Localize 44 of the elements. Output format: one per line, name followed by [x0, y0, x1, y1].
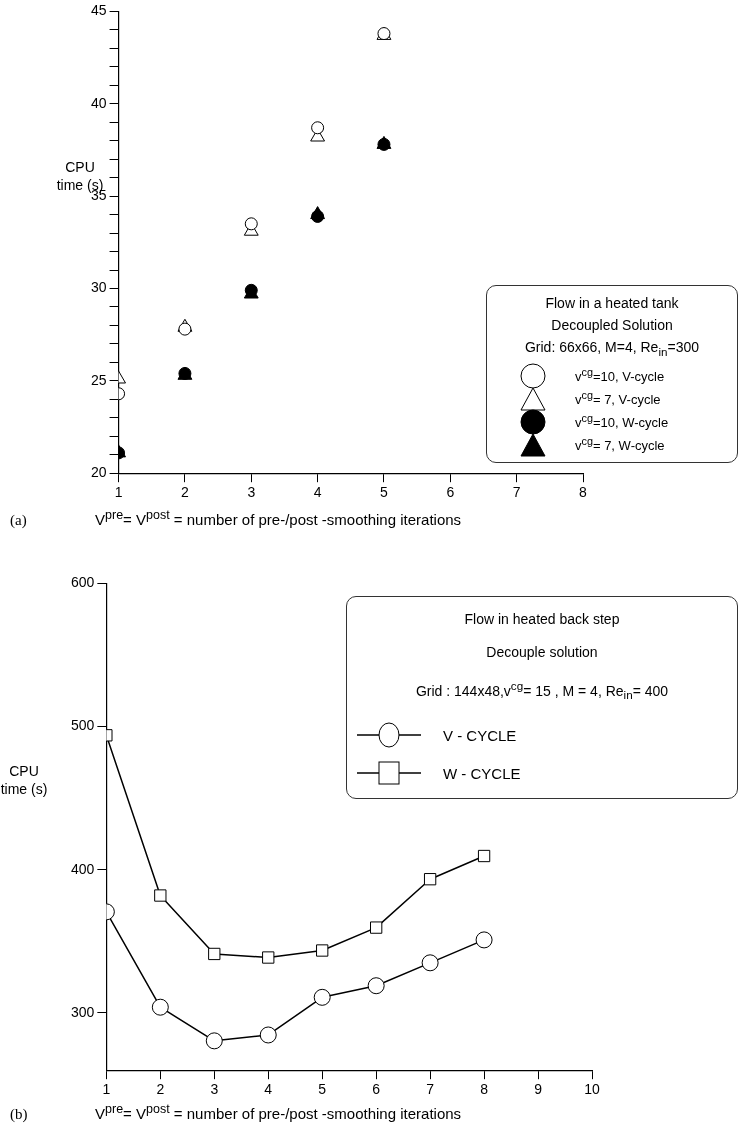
- x-axis-title: V$^{pre}$= V$^{post}$ = number of pre-/post -smoothing iterations: [95, 1102, 462, 1122]
- text: (b): [10, 1106, 28, 1123]
- x-tick-label: 7: [426, 1081, 435, 1098]
- text: (a): [10, 512, 27, 529]
- x-tick-label: 9: [534, 1081, 543, 1098]
- y-tick-label: 300: [71, 1003, 95, 1020]
- x-tick-label: 6: [446, 484, 455, 501]
- x-tick-label: 8: [579, 484, 588, 501]
- text: Decouple solution: [485, 643, 599, 662]
- legend-label: v$^{cg}$= 7, W-cycle: [575, 435, 665, 454]
- y-axis-title: CPU time (s): [0, 762, 48, 798]
- x-tick-label: 1: [114, 484, 123, 501]
- x-tick-label: 6: [372, 1081, 381, 1098]
- x-tick-label: 5: [318, 1081, 327, 1098]
- y-tick-label: 400: [71, 860, 95, 877]
- x-tick-label: 4: [313, 484, 322, 501]
- y-tick-label: 30: [90, 279, 107, 296]
- legend-title: Grid: 66x66, M=4, Re$_{in}$=300: [523, 338, 701, 358]
- x-axis-title: V$^{pre}$= V$^{post}$ = number of pre-/post -smoothing iterations: [95, 508, 462, 528]
- x-tick-label: 4: [264, 1081, 273, 1098]
- legend-label: v$^{cg}$=10, V-cycle: [575, 366, 665, 385]
- x-tick-label: 5: [380, 484, 389, 501]
- x-tick-label: 7: [512, 484, 521, 501]
- y-tick-label: 25: [90, 371, 107, 388]
- legend-title: Grid : 144x48,v$^{cg}$= 15 , M = 4, Re$_{in}$= 400: [414, 678, 670, 702]
- legend-label: W - CYCLE: [443, 764, 521, 782]
- y-tick-label: 600: [71, 574, 95, 591]
- text: Decoupled Solution: [550, 316, 674, 335]
- text: Flow in heated back step: [463, 610, 621, 629]
- x-tick-label: 3: [210, 1081, 219, 1098]
- y-tick-label: 500: [71, 717, 95, 734]
- x-tick-label: 2: [156, 1081, 165, 1098]
- legend-label: v$^{cg}$= 7, V-cycle: [575, 389, 661, 408]
- text: Flow in a heated tank: [544, 294, 680, 313]
- y-tick-label: 45: [90, 2, 107, 19]
- x-tick-label: 8: [480, 1081, 489, 1098]
- x-tick-label: 2: [181, 484, 190, 501]
- x-tick-label: 10: [584, 1081, 600, 1098]
- y-tick-label: 20: [90, 464, 107, 481]
- x-tick-label: 1: [102, 1081, 111, 1098]
- y-tick-label: 40: [90, 94, 107, 111]
- legend-label: V - CYCLE: [443, 726, 517, 744]
- x-tick-label: 3: [247, 484, 256, 501]
- legend-label: v$^{cg}$=10, W-cycle: [575, 412, 669, 431]
